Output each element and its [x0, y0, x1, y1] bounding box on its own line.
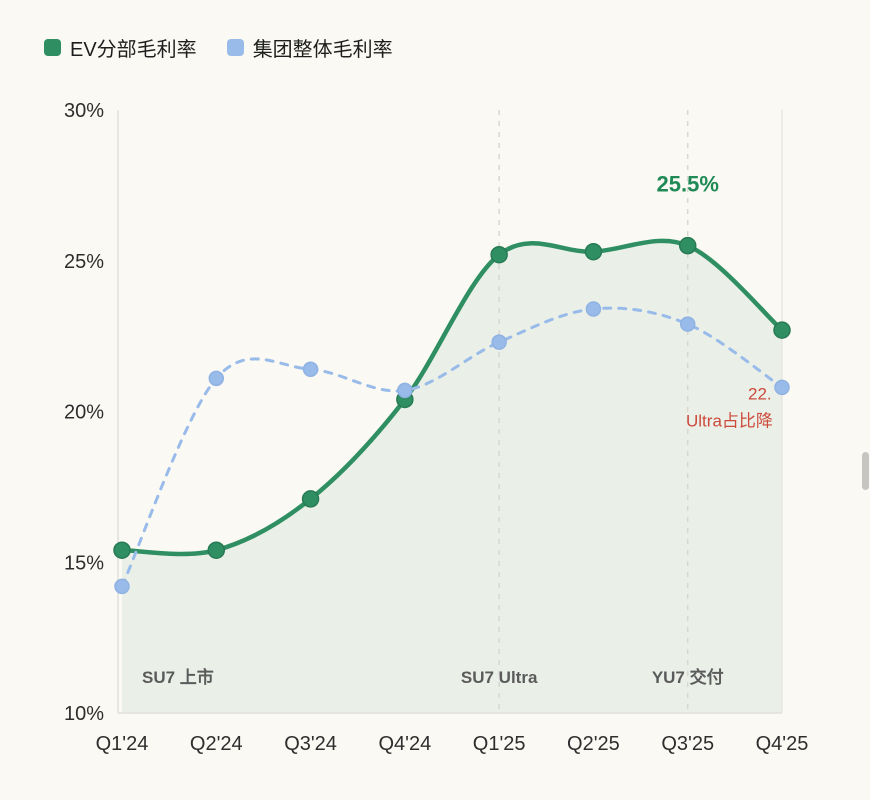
data-point-ev-Q2'24	[207, 541, 226, 559]
x-tick-label: Q1'24	[96, 733, 149, 755]
y-tick-label: 10%	[64, 703, 104, 725]
data-point-group-Q3'25	[679, 316, 696, 332]
y-tick-label: 20%	[64, 402, 104, 424]
data-point-group-Q4'24	[397, 382, 413, 399]
legend-label-group-margin: 集团整体毛利率	[252, 39, 393, 61]
chart-legend: EV分部毛利率 集团整体毛利率	[44, 33, 393, 62]
series-line-group	[120, 306, 784, 588]
x-tick-label: Q2'24	[190, 733, 243, 755]
y-tick-label: 15%	[64, 552, 104, 574]
y-tick-label: 25%	[64, 251, 104, 273]
legend-label-ev-margin: EV分部毛利率	[70, 39, 197, 61]
data-point-ev-Q3'25	[678, 236, 697, 255]
x-tick-label: Q2'25	[567, 733, 620, 755]
data-point-group-Q1'24	[114, 578, 130, 595]
legend-item-ev-margin[interactable]: EV分部毛利率	[44, 33, 197, 62]
legend-swatch-ev-margin	[44, 39, 61, 56]
legend-item-group-margin[interactable]: 集团整体毛利率	[226, 33, 393, 62]
data-point-group-Q1'25	[491, 334, 507, 350]
event-label: SU7 Ultra	[461, 668, 538, 687]
data-point-ev-Q4'25	[773, 321, 791, 339]
event-label: SU7 上市	[142, 667, 214, 687]
x-tick-label: Q4'24	[378, 733, 431, 755]
data-point-group-Q2'25	[585, 301, 602, 317]
data-point-ev-Q3'24	[301, 490, 320, 508]
data-point-group-Q2'24	[208, 370, 225, 387]
x-tick-label: Q3'24	[284, 733, 337, 755]
event-label: YU7 交付	[652, 667, 724, 687]
annotation-1: 22.	[748, 384, 772, 403]
x-tick-label: Q3'25	[661, 733, 714, 755]
x-tick-label: Q4'25	[756, 733, 809, 755]
data-point-ev-Q1'24	[113, 541, 131, 559]
data-point-group-Q3'24	[302, 361, 319, 378]
legend-swatch-group-margin	[226, 39, 244, 56]
data-point-ev-Q1'25	[490, 245, 508, 264]
annotation-2: Ultra占比降	[686, 412, 773, 431]
x-tick-label: Q1'25	[473, 733, 526, 755]
annotation-0: 25.5%	[657, 171, 719, 196]
ev-area-fill	[122, 240, 782, 713]
scrollbar-thumb[interactable]	[862, 452, 869, 490]
data-point-group-Q4'25	[774, 379, 790, 396]
data-point-ev-Q2'25	[584, 242, 603, 261]
y-tick-label: 30%	[64, 100, 104, 122]
